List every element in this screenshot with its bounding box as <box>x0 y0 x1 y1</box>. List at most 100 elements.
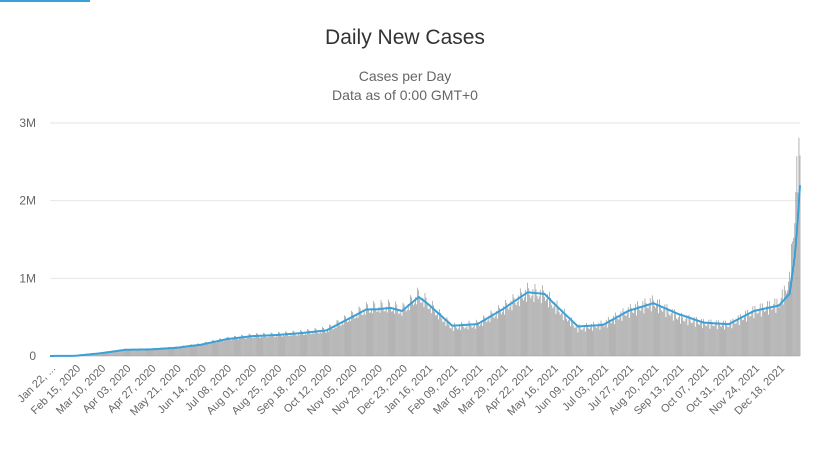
bar <box>247 337 249 356</box>
bar <box>541 285 543 356</box>
bar <box>438 319 439 356</box>
bar <box>255 333 257 356</box>
bar <box>784 290 786 356</box>
bar <box>744 315 745 356</box>
bar <box>661 310 663 356</box>
bar <box>130 349 132 356</box>
bar <box>737 315 739 356</box>
bar <box>547 294 548 356</box>
bar <box>266 337 268 356</box>
bar <box>446 317 448 356</box>
bar <box>415 297 416 356</box>
bar <box>299 330 301 356</box>
bar <box>301 330 302 356</box>
bar <box>406 309 408 356</box>
bar <box>720 326 721 356</box>
bar <box>531 295 533 356</box>
bar <box>674 314 676 356</box>
bar <box>577 332 579 356</box>
bar <box>746 321 747 356</box>
bar <box>708 319 710 356</box>
bar <box>209 343 211 356</box>
bar <box>193 346 194 356</box>
bar <box>306 334 308 356</box>
bar <box>780 297 782 356</box>
bar <box>755 310 757 356</box>
bar <box>201 345 203 356</box>
bar <box>424 293 426 356</box>
bar <box>562 320 564 356</box>
bar <box>601 323 603 356</box>
bar <box>613 315 614 356</box>
bar <box>196 345 198 356</box>
bar <box>303 334 304 356</box>
bar <box>617 318 619 356</box>
bar <box>173 348 174 356</box>
bar <box>297 333 299 356</box>
bar <box>360 312 362 356</box>
bar <box>786 293 787 356</box>
bar <box>571 317 573 356</box>
bar <box>144 349 146 356</box>
bar <box>705 325 707 356</box>
bar <box>253 336 255 356</box>
bar <box>745 310 746 356</box>
bar <box>546 299 547 356</box>
bar <box>572 321 574 356</box>
bar <box>632 312 633 356</box>
bar <box>204 342 206 356</box>
bar <box>557 305 559 356</box>
bar <box>668 314 670 356</box>
bar <box>789 271 790 356</box>
bar <box>359 307 361 356</box>
bar <box>122 349 124 356</box>
chart-title: Daily New Cases <box>325 26 485 49</box>
bar <box>315 328 317 356</box>
bar <box>169 346 170 356</box>
bar <box>722 323 723 356</box>
bar <box>642 301 644 356</box>
bar <box>155 348 157 356</box>
bar <box>389 302 390 356</box>
bar <box>724 329 725 356</box>
bar <box>309 332 311 356</box>
bar <box>133 349 135 356</box>
bar <box>589 329 590 356</box>
bar <box>489 322 491 356</box>
bar <box>436 315 437 356</box>
bar <box>165 348 167 356</box>
bar <box>400 309 402 356</box>
bar <box>743 319 744 356</box>
bar <box>314 328 316 356</box>
bar <box>759 303 761 356</box>
bar <box>404 308 406 356</box>
bar <box>688 315 690 356</box>
bar <box>439 309 441 356</box>
bar <box>240 338 242 356</box>
bar <box>98 353 100 356</box>
bar <box>176 346 178 356</box>
bar <box>336 319 338 356</box>
bar <box>137 349 139 356</box>
bar <box>764 311 765 356</box>
bar <box>372 313 373 356</box>
bar <box>579 326 581 356</box>
bar <box>147 348 148 356</box>
bar <box>153 348 155 356</box>
bar <box>574 327 576 356</box>
top-accent-bar <box>0 0 90 2</box>
bar <box>537 299 539 356</box>
bar <box>532 289 534 356</box>
bar <box>351 310 353 356</box>
bar <box>216 342 217 356</box>
bar <box>341 321 343 356</box>
bar <box>646 307 648 356</box>
bar <box>320 333 322 356</box>
bar <box>611 323 612 356</box>
bar <box>178 347 180 356</box>
bar <box>163 348 165 356</box>
bar <box>401 315 403 356</box>
bar <box>330 325 332 356</box>
bar <box>636 315 637 356</box>
bar <box>271 332 273 356</box>
